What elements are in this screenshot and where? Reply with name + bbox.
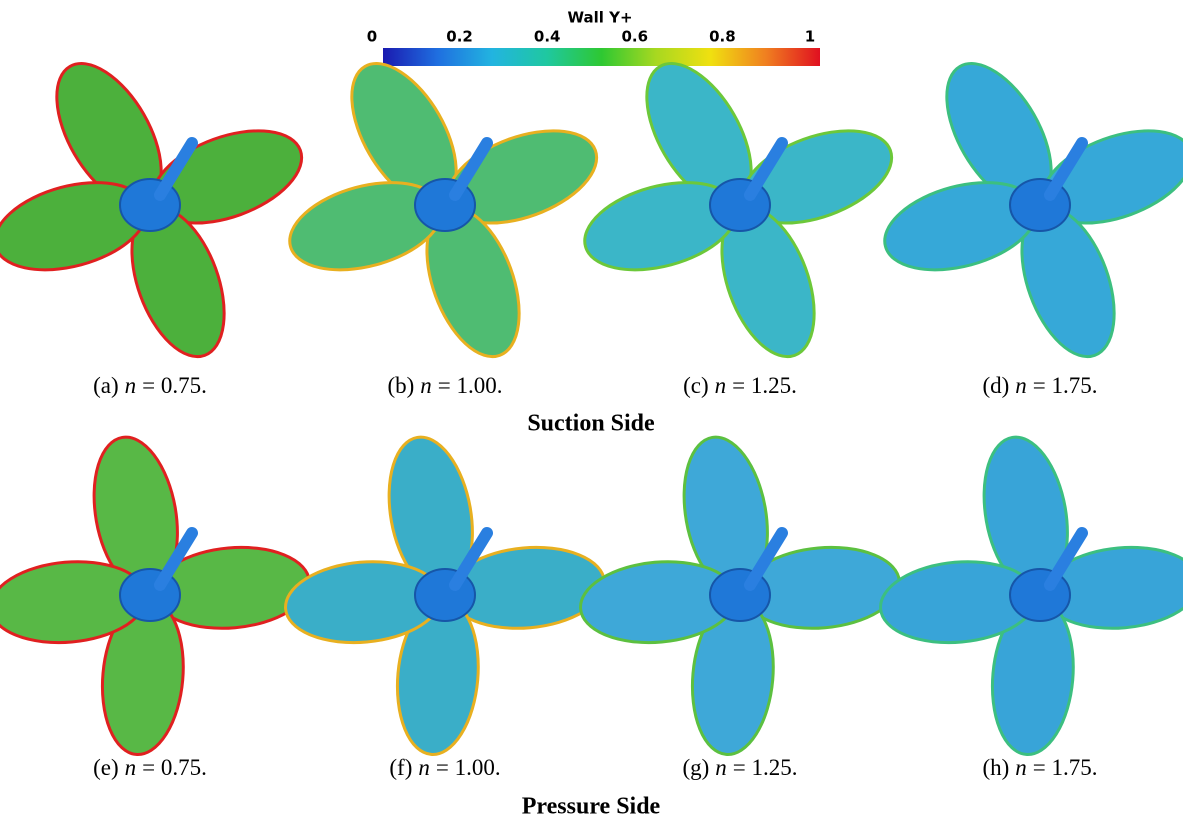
caption-tag: (h) [982,755,1009,780]
propeller [284,435,606,756]
caption-symbol: n [1015,755,1027,780]
caption: (a) n = 0.75. [93,373,207,398]
colorbar-tick-label: 1 [805,28,815,46]
caption-text: = 1.00. [436,755,501,780]
caption-symbol: n [715,373,727,398]
shaft [449,527,493,591]
caption: (e) n = 0.75. [93,755,207,780]
shaft [154,137,198,201]
colorbar-tick-label: 0.4 [534,28,561,46]
shaft [1044,527,1088,591]
caption-tag: (d) [982,373,1009,398]
colorbar-tick-label: 0.2 [446,28,473,46]
colorbar [383,48,820,66]
propeller [879,435,1183,756]
row-title: Suction Side [527,411,655,437]
caption: (h) n = 1.75. [982,755,1097,780]
caption: (d) n = 1.75. [982,373,1097,398]
propeller [288,62,599,359]
colorbar-title: Wall Y+ [567,9,632,27]
caption-tag: (f) [389,755,412,780]
caption: (b) n = 1.00. [387,373,502,398]
propeller [583,62,894,359]
shaft [744,137,788,201]
shaft [1044,137,1088,201]
propeller [0,435,311,756]
caption-text: = 1.75. [1033,755,1098,780]
caption-text: = 0.75. [142,373,207,398]
shaft [154,527,198,591]
caption-tag: (g) [682,755,709,780]
caption-tag: (b) [387,373,414,398]
caption-text: = 1.25. [732,373,797,398]
caption: (g) n = 1.25. [682,755,797,780]
propeller [0,62,304,359]
colorbar-tick-label: 0.8 [709,28,736,46]
colorbar-tick-label: 0 [367,28,377,46]
caption-tag: (a) [93,373,119,398]
shaft [744,527,788,591]
caption: (f) n = 1.00. [389,755,500,780]
caption-text: = 1.00. [438,373,503,398]
shaft [449,137,493,201]
caption-symbol: n [125,755,137,780]
caption-tag: (c) [683,373,709,398]
caption-text: = 0.75. [142,755,207,780]
caption-symbol: n [418,755,430,780]
caption-text: = 1.25. [733,755,798,780]
caption-symbol: n [420,373,432,398]
caption: (c) n = 1.25. [683,373,797,398]
caption-symbol: n [125,373,137,398]
propeller [883,62,1183,359]
propeller [579,435,901,756]
row-title: Pressure Side [522,794,661,820]
caption-tag: (e) [93,755,119,780]
colorbar-tick-label: 0.6 [622,28,649,46]
caption-symbol: n [715,755,727,780]
caption-symbol: n [1015,373,1027,398]
caption-text: = 1.75. [1033,373,1098,398]
